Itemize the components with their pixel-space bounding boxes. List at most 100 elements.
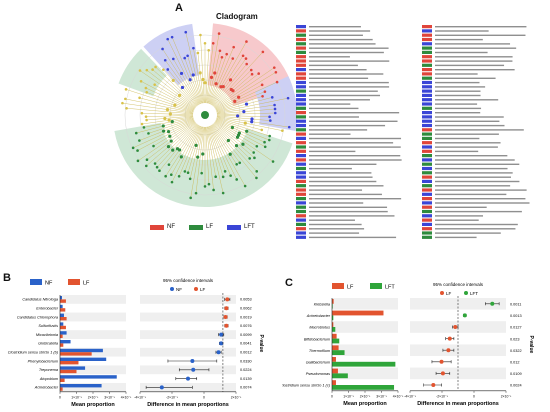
taxon-label-line	[435, 112, 481, 114]
cladogram-branch	[215, 81, 278, 111]
taxon-swatch	[296, 55, 306, 59]
cladogram-node	[287, 125, 291, 129]
cladogram-node	[175, 147, 180, 151]
cladogram-branch	[148, 118, 194, 134]
taxon-swatch	[296, 89, 306, 93]
cladogram-title: Cladogram	[216, 12, 258, 21]
cladogram-branch	[208, 126, 224, 177]
p-value-title: P-value	[528, 336, 534, 354]
taxon-label-line	[309, 219, 355, 221]
cladogram-node	[161, 124, 165, 128]
category-label: Clostridium sensu stricto 1 (c)	[282, 384, 331, 388]
cladogram-node	[238, 161, 242, 165]
cladogram-branch	[140, 81, 195, 110]
ci-point	[219, 332, 224, 337]
ci-point	[453, 325, 458, 329]
taxon-swatch	[296, 37, 306, 42]
taxon-label-line	[435, 137, 480, 140]
row-band	[140, 330, 236, 339]
category-label: Acinetobacter	[34, 386, 59, 390]
taxon-label-line	[435, 176, 511, 178]
cladogram-node	[243, 121, 247, 125]
ci-point	[224, 323, 229, 328]
taxon-swatch	[422, 59, 432, 63]
cladogram-branch	[208, 54, 227, 104]
cladogram-node	[165, 108, 170, 112]
taxon-swatch	[422, 98, 432, 102]
ci-point	[224, 306, 229, 311]
taxon-label-line	[435, 150, 479, 153]
cladogram-node	[269, 119, 272, 122]
ci-point	[446, 348, 451, 353]
legend-label-lf: LF	[206, 224, 214, 230]
cladogram-node	[131, 146, 135, 150]
cladogram-node	[166, 37, 169, 41]
cladogram-branch	[146, 115, 194, 121]
cladogram-node	[223, 170, 227, 173]
cladogram-node	[263, 90, 267, 93]
p-value: 0.0139	[240, 377, 252, 381]
cladogram-branch	[200, 34, 205, 104]
x-tick-label: 2×10⁻¹	[88, 395, 99, 399]
taxon-label-line	[435, 189, 527, 191]
cladogram-branch	[136, 117, 194, 134]
x-axis-title: Mean proportion	[71, 402, 115, 408]
cladogram-node	[253, 156, 256, 160]
cladogram-node	[219, 85, 223, 89]
cladogram-node	[164, 174, 167, 178]
taxon-label-line	[435, 202, 530, 204]
p-value: 0.0224	[240, 368, 252, 372]
taxon-label-line	[309, 77, 369, 79]
cladogram-node	[184, 30, 188, 34]
taxon-swatch	[296, 46, 306, 50]
taxon-label-line	[309, 232, 360, 234]
ci-point	[431, 383, 436, 387]
cladogram-node	[211, 41, 215, 45]
taxon-swatch	[422, 33, 432, 37]
taxon-swatch	[422, 106, 432, 110]
cladogram-node	[144, 86, 148, 90]
ci-legend-dot	[440, 291, 444, 295]
cladogram-branch	[212, 124, 257, 179]
bar-lf	[332, 310, 384, 316]
bar-lf	[332, 380, 336, 385]
cladogram-branch	[133, 119, 195, 149]
taxon-label-line	[435, 38, 483, 41]
taxon-swatch	[296, 184, 306, 188]
legend-item-nf: NF	[150, 224, 175, 230]
cladogram-node	[186, 171, 190, 175]
cladogram-branch	[152, 69, 197, 108]
cladogram	[114, 23, 297, 208]
category-label: Micavibrionia	[36, 333, 58, 337]
legend-label-lft: LFT	[244, 224, 255, 230]
category-label: Sulfurifustis	[38, 324, 58, 328]
bar-lf	[60, 317, 67, 321]
taxon-swatch	[422, 89, 432, 93]
group-legend-label: NF	[45, 281, 53, 287]
cladogram-branch	[207, 50, 221, 104]
cladogram-node	[194, 191, 198, 195]
taxon-label-line	[435, 215, 484, 217]
taxon-swatch	[422, 93, 432, 97]
ci-point	[439, 359, 444, 364]
cladogram-node	[145, 158, 149, 162]
cladogram-node	[274, 70, 278, 74]
taxon-label-line	[435, 103, 478, 105]
cladogram-branch	[156, 123, 198, 168]
taxon-swatch	[296, 175, 306, 179]
taxon-legend	[296, 25, 530, 239]
taxon-swatch	[422, 201, 432, 205]
cladogram-branch	[195, 126, 204, 194]
taxon-label-line	[435, 73, 478, 75]
cladogram-node	[231, 89, 235, 93]
taxon-swatch	[296, 42, 306, 46]
cladogram-node	[281, 129, 284, 132]
cladogram-node	[225, 52, 229, 56]
bar-nf	[60, 340, 71, 344]
taxon-label-line	[309, 90, 378, 92]
taxon-swatch	[422, 222, 432, 226]
bar-lf	[332, 368, 338, 374]
cladogram-node	[177, 93, 182, 98]
category-label: Thermofilum	[309, 349, 330, 353]
cladogram-node	[263, 145, 267, 149]
